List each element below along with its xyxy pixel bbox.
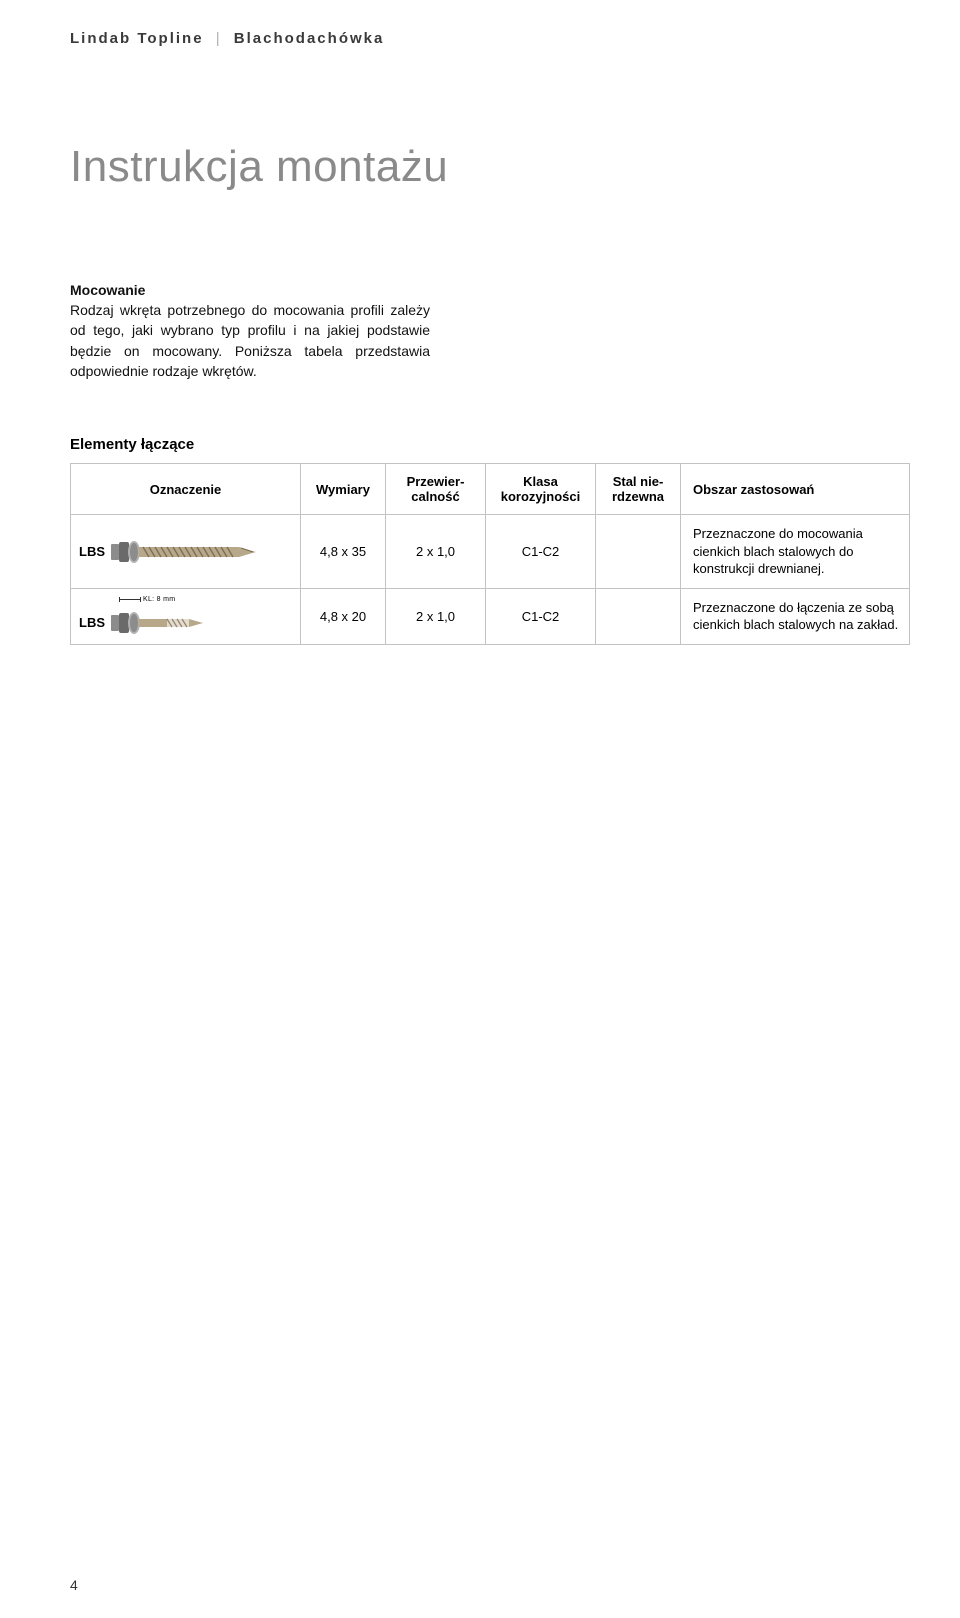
cell-obszar: Przeznaczone do łączenia ze sobą cienkic… — [681, 588, 910, 644]
cell-stal — [596, 588, 681, 644]
th-klasa: Klasa korozyjności — [486, 464, 596, 515]
breadcrumb-part2: Blachodachówka — [234, 30, 385, 47]
cell-stal — [596, 515, 681, 589]
cell-wymiary: 4,8 x 20 — [301, 588, 386, 644]
table-row: LBS — [71, 515, 910, 589]
th-obszar: Obszar zastosowań — [681, 464, 910, 515]
cell-klasa: C1-C2 — [486, 515, 596, 589]
breadcrumb-separator: | — [216, 30, 222, 47]
intro-block: Mocowanie Rodzaj wkręta potrzebnego do m… — [70, 282, 430, 381]
table-row: KL: 8 mm LBS — [71, 588, 910, 644]
fasteners-table: Oznaczenie Wymiary Przewier­calność Klas… — [70, 463, 910, 645]
th-oznaczenie: Oznaczenie — [71, 464, 301, 515]
cell-obszar: Przeznaczone do mocowania cienkich blach… — [681, 515, 910, 589]
page-number: 4 — [70, 1577, 78, 1593]
th-wymiary: Wymiary — [301, 464, 386, 515]
page-title: Instrukcja montażu — [70, 142, 910, 192]
table-heading: Elementy łączące — [70, 436, 910, 453]
th-stal: Stal nie­rdzewna — [596, 464, 681, 515]
breadcrumb: Lindab Topline | Blachodachówka — [70, 30, 910, 47]
screw-icon — [111, 609, 211, 637]
intro-text: Rodzaj wkręta potrzebnego do mocowania p… — [70, 300, 430, 381]
cell-oznaczenie: LBS — [71, 515, 301, 589]
th-przewiercalnosc: Przewier­calność — [386, 464, 486, 515]
table-header-row: Oznaczenie Wymiary Przewier­calność Klas… — [71, 464, 910, 515]
kl-dimension: KL: 8 mm — [119, 596, 175, 603]
cell-wymiary: 4,8 x 35 — [301, 515, 386, 589]
screw-label: LBS — [79, 544, 105, 559]
cell-oznaczenie: KL: 8 mm LBS — [71, 588, 301, 644]
screw-icon — [111, 538, 261, 566]
cell-przewiercalnosc: 2 x 1,0 — [386, 515, 486, 589]
screw-label: LBS — [79, 615, 105, 630]
intro-heading: Mocowanie — [70, 282, 430, 298]
cell-przewiercalnosc: 2 x 1,0 — [386, 588, 486, 644]
kl-label: KL: 8 mm — [143, 596, 175, 603]
breadcrumb-part1: Lindab Topline — [70, 30, 204, 47]
cell-klasa: C1-C2 — [486, 588, 596, 644]
